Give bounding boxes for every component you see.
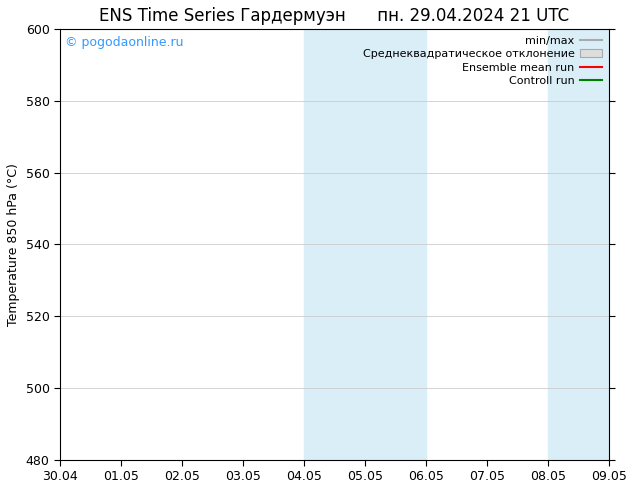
Bar: [365, 29, 426, 460]
Text: © pogodaonline.ru: © pogodaonline.ru: [65, 36, 184, 49]
Legend: min/max, Среднеквадратическое отклонение, Ensemble mean run, Controll run: min/max, Среднеквадратическое отклонение…: [358, 31, 607, 90]
Bar: [304, 29, 365, 460]
Y-axis label: Temperature 850 hPa (°C): Temperature 850 hPa (°C): [7, 163, 20, 326]
Title: ENS Time Series Гардермуэн      пн. 29.04.2024 21 UTC: ENS Time Series Гардермуэн пн. 29.04.202…: [100, 7, 569, 25]
Bar: [548, 29, 609, 460]
